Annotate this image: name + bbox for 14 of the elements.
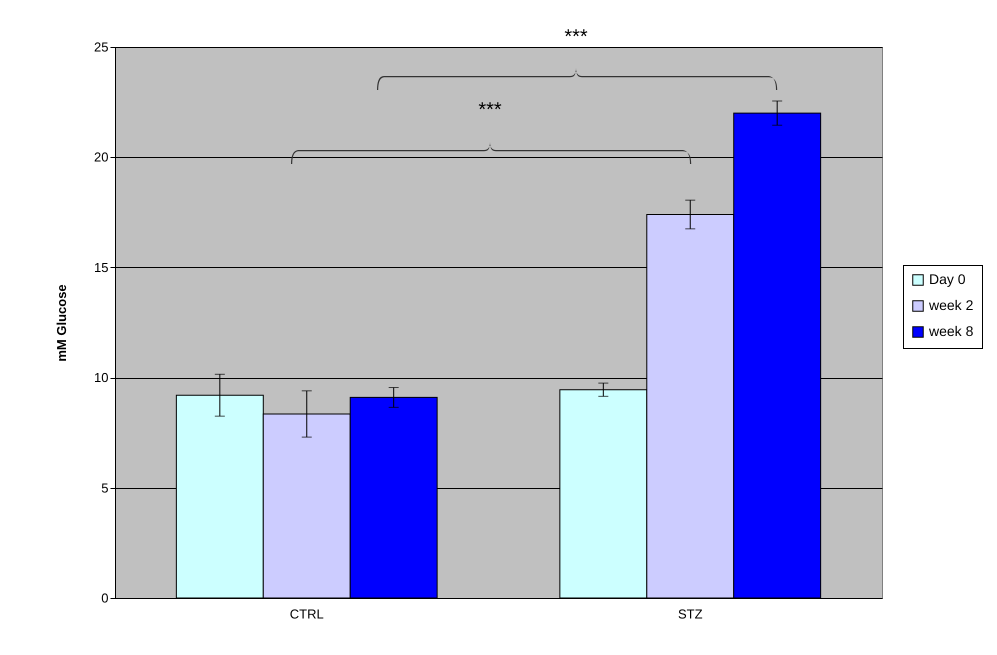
y-axis-title: mM Glucose (54, 284, 70, 362)
y-tick-label: 5 (101, 480, 108, 496)
y-tick-label: 0 (101, 590, 108, 606)
x-tick-label: CTRL (290, 606, 324, 622)
y-tick-label: 20 (94, 150, 108, 165)
annotation: *** (478, 99, 502, 121)
x-tick-label: STZ (678, 606, 703, 622)
y-tick-label: 10 (94, 370, 108, 386)
y-tick-label: 25 (94, 40, 108, 54)
legend-label: Day 0 (929, 271, 966, 287)
legend-label: week 2 (928, 297, 974, 313)
annotation: *** (564, 26, 588, 48)
legend-label: week 8 (928, 323, 974, 339)
y-tick-label: 15 (94, 260, 108, 275)
